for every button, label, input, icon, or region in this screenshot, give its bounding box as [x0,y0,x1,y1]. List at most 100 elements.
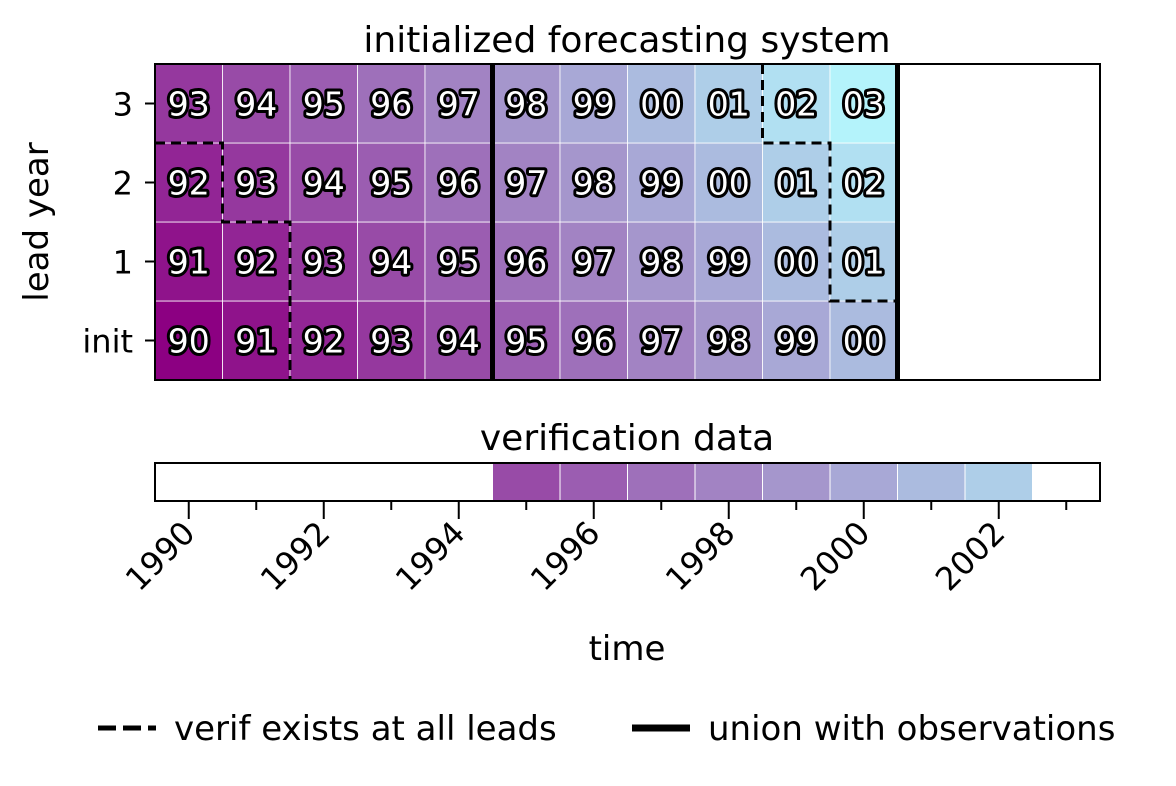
heatmap-cell [627,300,696,381]
x-axis-label: time [589,629,666,669]
heatmap-cell-label: 92 [235,243,277,282]
heatmap-cell [492,221,561,302]
heatmap-cell-label: 98 [640,243,682,282]
heatmap-cell-label: 96 [505,243,547,282]
verification-cell [627,462,696,502]
legend-label-dashed: verif exists at all leads [174,709,557,749]
y-axis-label: lead year [17,142,57,301]
heatmap-cell-label: 92 [303,322,345,361]
heatmap-cell-label: 95 [303,85,345,124]
heatmap-cell [627,221,696,302]
verification-cell [492,462,561,502]
verification-cell [559,462,628,502]
heatmap-cell [289,63,358,144]
x-axis: 1990 1992 1994 1996 1998 2000 2002 [118,501,1068,598]
verification-cell [762,462,831,502]
heatmap-cell-label: 93 [235,164,277,203]
heatmap-cell [559,142,628,223]
y-tick-label: 1 [113,244,133,282]
heatmap-cell-label: 02 [843,164,885,203]
heatmap-cell [559,221,628,302]
heatmap-cell [627,63,696,144]
x-tick-label: 2002 [928,514,1012,598]
heatmap-cell-label: 95 [438,243,480,282]
heatmap-cell-label: 91 [235,322,277,361]
heatmap-cell [762,221,831,302]
verification-cell [897,462,966,502]
heatmap-cell [154,221,223,302]
heatmap-cell-label: 91 [168,243,210,282]
heatmap-cell-label: 03 [843,85,885,124]
heatmap-cell-label: 02 [775,85,817,124]
heatmap-cell-label: 95 [505,322,547,361]
verification-cell [964,462,1033,502]
heatmap-cell-label: 97 [640,322,682,361]
heatmap-cell-label: 99 [775,322,817,361]
heatmap-cell-label: 93 [303,243,345,282]
heatmap-cell [222,63,291,144]
heatmap-cell [222,300,291,381]
bottom-chart-title: verification data [480,418,774,459]
heatmap-cell [289,142,358,223]
heatmap-cell-label: 94 [438,322,480,361]
y-tick-label: 3 [113,86,133,124]
heatmap-cell [357,221,426,302]
heatmap-cell [424,221,493,302]
heatmap-cell-label: 97 [505,164,547,203]
x-tick-label: 1998 [658,514,742,598]
heatmap-cell [559,63,628,144]
heatmap-cell-label: 93 [168,85,210,124]
heatmap-cell-label: 98 [708,322,750,361]
x-tick-label: 2000 [793,514,877,598]
heatmap-cell-label: 94 [303,164,345,203]
verif-all-leads-boundary-right [761,64,898,303]
heatmap-cell-label: 96 [370,85,412,124]
heatmap-cell-label: 97 [438,85,480,124]
heatmap-cell [694,221,763,302]
heatmap-cell [492,142,561,223]
verification-strip [154,462,1101,502]
heatmap-cell [357,63,426,144]
top-heatmap-boundaries [154,63,1101,381]
legend: verif exists at all leads union with obs… [98,709,1115,749]
heatmap-cell [694,63,763,144]
heatmap-cell-label: 96 [438,164,480,203]
heatmap-cell-label: 95 [370,164,412,203]
heatmap-cell-label: 92 [168,164,210,203]
heatmap-cell-label: 00 [775,243,817,282]
y-tick-label: 2 [113,165,133,203]
x-tick-label: 1996 [523,514,607,598]
heatmap-cell-label: 99 [708,243,750,282]
heatmap-cell [154,300,223,381]
heatmap-cell [424,300,493,381]
heatmap-cell-label: 01 [775,164,817,203]
heatmap-cell-label: 97 [573,243,615,282]
heatmap-cell [357,300,426,381]
heatmap-cell-label: 00 [708,164,750,203]
heatmap-cell-label: 99 [640,164,682,203]
heatmap-cell-label: 99 [573,85,615,124]
heatmap-cell-label: 94 [235,85,277,124]
heatmap-cell [762,300,831,381]
legend-label-solid: union with observations [708,709,1115,749]
heatmap-cell [222,221,291,302]
heatmap-cell [424,63,493,144]
x-tick-label: 1992 [253,514,337,598]
top-plot-frame [154,63,1101,381]
heatmap-cell-label: 96 [573,322,615,361]
y-tick-label: init [82,323,133,361]
top-chart-title: initialized forecasting system [363,20,890,61]
top-heatmap: 90 91 92 93 94 95 96 97 98 99 00 91 92 93 94 95 96 97 98 99… [154,63,898,381]
bottom-plot-frame [154,462,1101,502]
heatmap-cell-label: 90 [168,322,210,361]
heatmap-cell [154,142,223,223]
heatmap-cell-label: 01 [843,243,885,282]
verif-all-leads-boundary-left [155,141,292,380]
heatmap-cell-label: 98 [505,85,547,124]
y-axis: init 1 2 3 [82,86,155,361]
heatmap-cell-label: 01 [708,85,750,124]
heatmap-cell-label: 98 [573,164,615,203]
heatmap-cell-label: 93 [370,322,412,361]
heatmap-cell-label: 00 [640,85,682,124]
